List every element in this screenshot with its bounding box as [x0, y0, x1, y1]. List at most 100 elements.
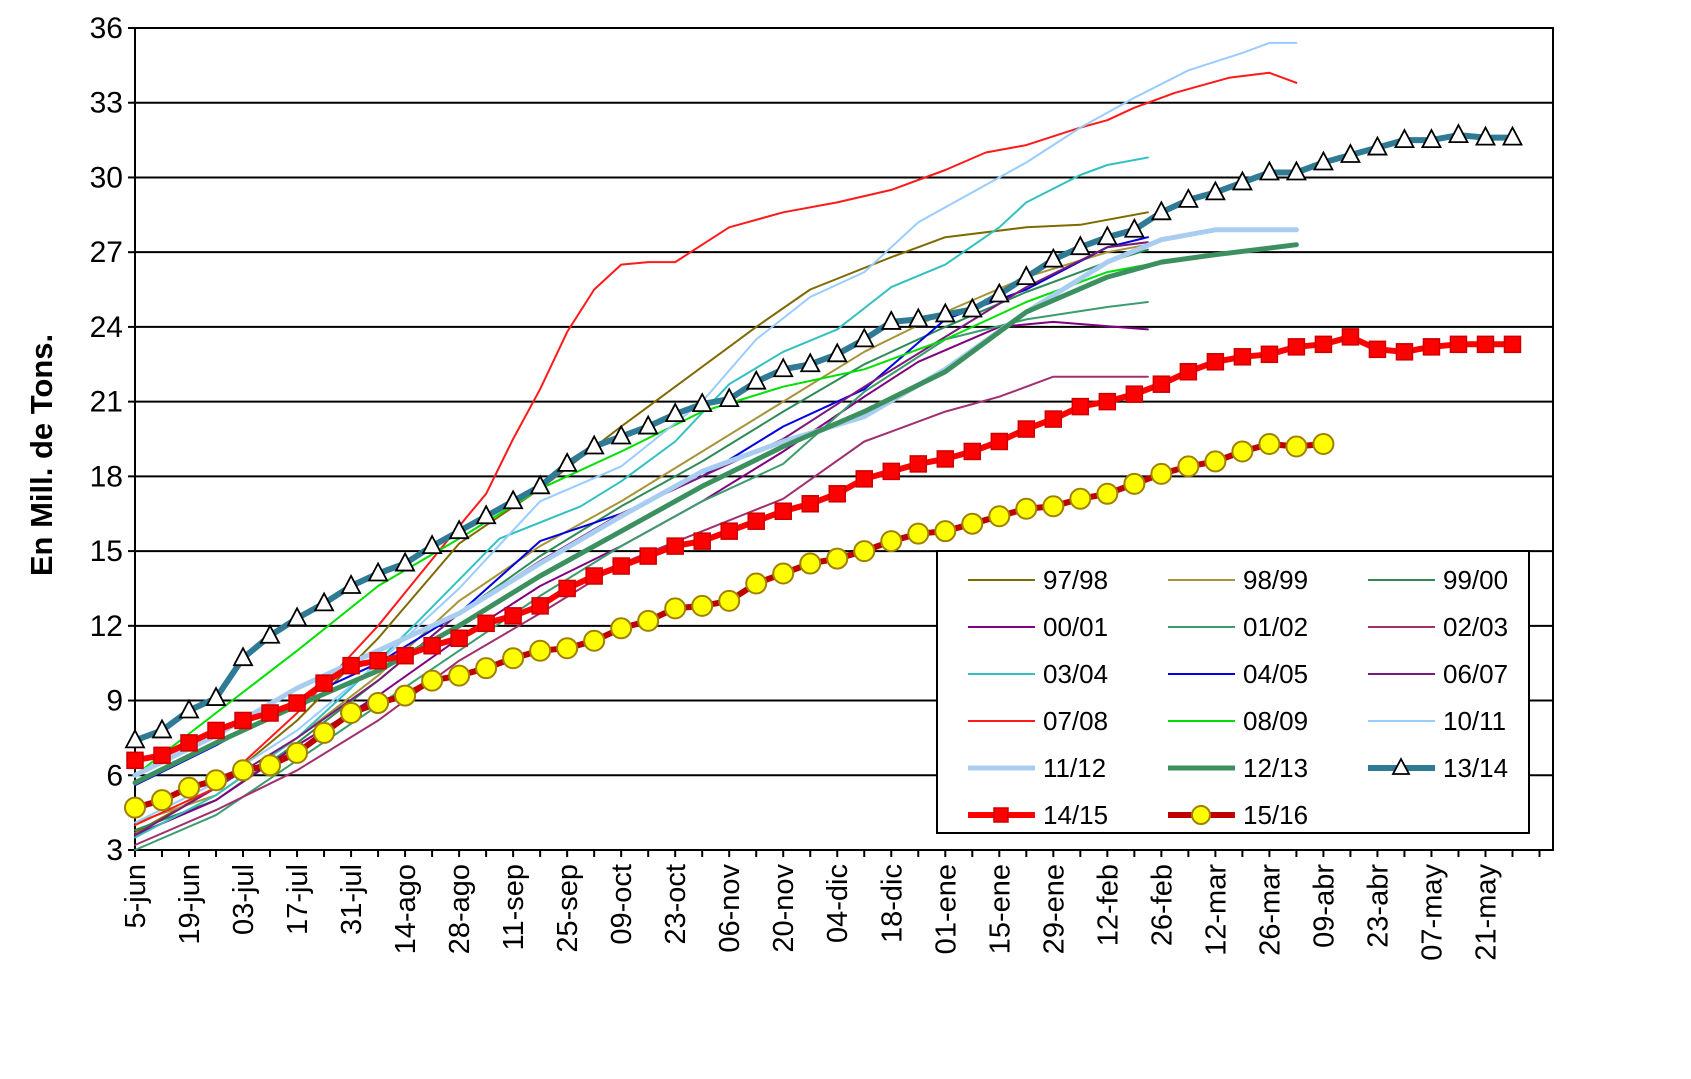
square-marker [693, 532, 711, 550]
square-marker [1179, 362, 1198, 381]
legend: 97/98 98/99 99/00 00/01 01/02 02/03 03/04 04/05… [936, 550, 1530, 834]
square-marker [234, 711, 252, 730]
circle-marker [367, 692, 390, 715]
y-tick-label: 3 [106, 834, 123, 867]
triangle-marker [1258, 160, 1280, 181]
triangle-marker [826, 342, 848, 363]
circle-marker [691, 594, 714, 617]
triangle-marker [529, 474, 551, 495]
square-marker [558, 579, 576, 598]
legend-item: 97/98 [968, 565, 1108, 595]
square-marker [1368, 340, 1387, 359]
triangle-marker [853, 327, 875, 348]
circle-marker [1015, 497, 1038, 520]
triangle-marker [961, 297, 983, 318]
x-tick-label: 12-mar [1200, 864, 1232, 956]
circle-marker [1191, 805, 1211, 825]
square-marker [531, 597, 549, 615]
circle-marker [637, 609, 660, 632]
square-marker [504, 607, 522, 625]
square-marker [450, 629, 468, 648]
triangle-marker [1501, 125, 1523, 146]
legend-label: 02/03 [1443, 612, 1508, 642]
square-marker [342, 656, 360, 675]
legend-label: 98/99 [1243, 565, 1308, 595]
square-marker [1260, 345, 1279, 364]
triangle-marker [988, 282, 1010, 303]
square-marker [1098, 392, 1117, 411]
x-tick-label: 31-jul [336, 864, 368, 935]
legend-label: 13/14 [1443, 753, 1508, 783]
square-marker [369, 651, 387, 670]
legend-item: 10/11 [1368, 706, 1506, 736]
x-tick-label: 12-feb [1092, 864, 1124, 946]
x-tick-label: 06-nov [714, 864, 746, 953]
series-line-08-09 [134, 263, 1149, 777]
triangle-marker [286, 606, 308, 627]
circle-marker [1231, 440, 1254, 463]
square-marker [612, 557, 630, 575]
series-markers [124, 123, 1523, 819]
legend-item: 13/14 [1368, 753, 1508, 783]
series-line-10-11 [134, 41, 1298, 824]
circle-marker [394, 684, 417, 707]
circle-marker [151, 789, 174, 812]
legend-item: 99/00 [1368, 565, 1508, 595]
square-marker [153, 746, 171, 765]
legend-label: 14/15 [1043, 800, 1108, 830]
y-axis-label: En Mill. de Tons. [24, 334, 59, 576]
x-tick-label: 04-dic [822, 864, 854, 943]
legend-label: 15/16 [1243, 800, 1308, 830]
circle-marker [961, 512, 984, 535]
legend-label: 99/00 [1443, 565, 1508, 595]
triangle-marker [907, 307, 929, 328]
legend-item: 12/13 [1168, 753, 1308, 783]
circle-marker [1285, 435, 1308, 458]
square-marker [1395, 343, 1414, 361]
circle-marker [1312, 432, 1335, 455]
y-tick-label: 36 [90, 12, 123, 45]
square-marker [882, 462, 901, 481]
x-tick-label: 20-nov [768, 864, 800, 953]
triangle-marker [1231, 170, 1253, 191]
triangle-marker [151, 718, 173, 739]
y-tick-label: 9 [106, 685, 123, 718]
square-marker [909, 455, 928, 473]
y-tick-label: 6 [106, 759, 123, 792]
triangle-marker [637, 414, 659, 435]
circle-marker [313, 721, 336, 744]
square-marker [1503, 335, 1522, 354]
triangle-marker [421, 534, 443, 555]
circle-marker [1069, 487, 1092, 510]
y-tick-label: 21 [90, 386, 123, 419]
triangle-marker [1391, 757, 1411, 775]
circle-marker [583, 629, 606, 652]
circle-marker [880, 530, 903, 553]
square-marker [261, 704, 279, 722]
circle-marker [502, 647, 525, 670]
triangle-marker [259, 623, 281, 644]
triangle-marker [934, 302, 956, 323]
triangle-marker [1177, 187, 1199, 208]
triangle-marker [691, 392, 713, 413]
legend-label: 03/04 [1043, 659, 1108, 689]
triangle-marker [340, 574, 362, 594]
triangle-marker [475, 504, 497, 525]
triangle-marker [610, 424, 632, 445]
x-tick-label: 07-may [1416, 864, 1448, 961]
square-marker [993, 807, 1009, 823]
circle-marker [529, 639, 552, 662]
circle-marker [664, 597, 687, 620]
series-line-99-00 [134, 248, 1149, 832]
circle-marker [988, 505, 1011, 528]
triangle-marker [1096, 225, 1118, 246]
square-marker [180, 734, 198, 752]
y-tick-label: 15 [90, 535, 123, 568]
triangle-marker [502, 489, 524, 510]
y-tick-label: 12 [90, 610, 123, 643]
y-tick-label: 30 [90, 161, 123, 194]
triangle-marker [124, 728, 146, 749]
series-line-07-08 [134, 71, 1298, 827]
series-line-12-13 [132, 242, 1299, 786]
square-marker [936, 450, 955, 468]
